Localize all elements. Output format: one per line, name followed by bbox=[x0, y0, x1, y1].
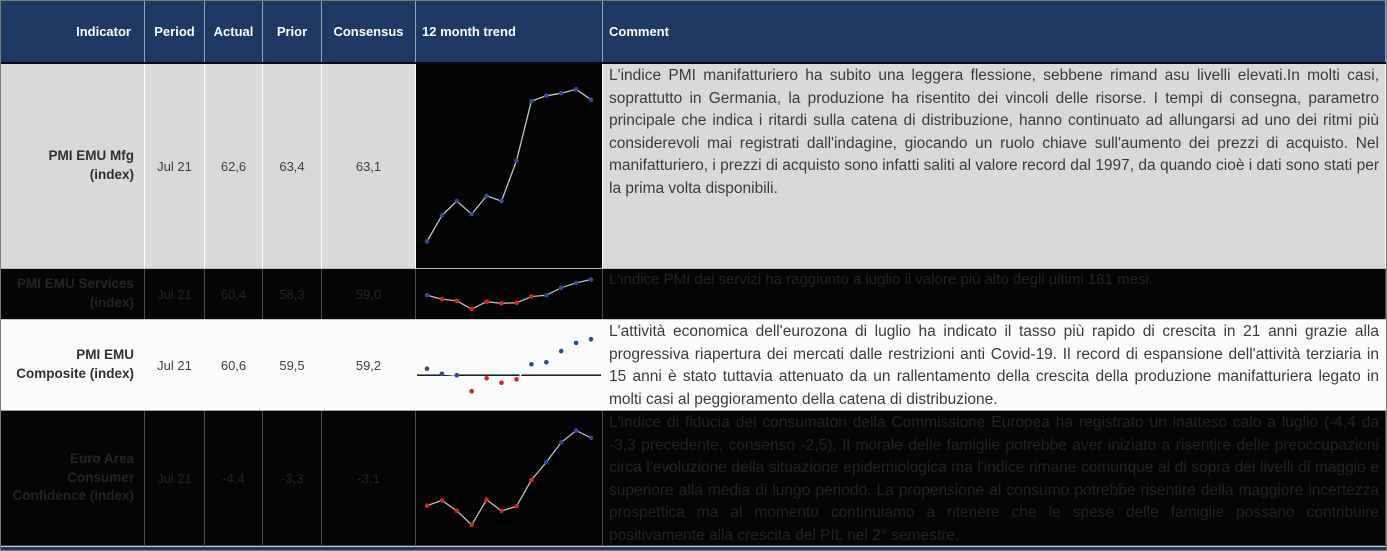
consensus-value: 59,0 bbox=[322, 269, 416, 319]
trend-sparkline-chart bbox=[416, 64, 603, 268]
column-header-indicator: Indicator bbox=[1, 1, 145, 62]
comment-cell: L'attività economica dell'eurozona di lu… bbox=[603, 320, 1386, 410]
column-header-consensus: Consensus bbox=[322, 1, 416, 62]
comment-cell: L'indice PMI dei servizi ha raggiunto a … bbox=[603, 269, 1386, 319]
period-value: Jul 21 bbox=[145, 320, 205, 410]
table-row-pmi-emu-composite: PMI EMU Composite (index) Jul 21 60,6 59… bbox=[1, 320, 1386, 411]
actual-value: -4,4 bbox=[205, 411, 263, 545]
period-value: Jul 21 bbox=[145, 64, 205, 268]
table-header-row: Indicator Period Actual Prior Consensus … bbox=[1, 1, 1386, 64]
comment-text: L'attività economica dell'eurozona di lu… bbox=[609, 323, 1379, 408]
trend-sparkline-chart bbox=[416, 411, 603, 545]
consensus-value: 59,2 bbox=[322, 320, 416, 410]
actual-value: 60,6 bbox=[205, 320, 263, 410]
actual-value: 62,6 bbox=[205, 64, 263, 268]
column-header-actual: Actual bbox=[205, 1, 263, 62]
comment-text: L'indice PMI dei servizi ha raggiunto a … bbox=[609, 271, 1153, 288]
period-value: Jul 21 bbox=[145, 411, 205, 545]
prior-value: 59,5 bbox=[263, 320, 322, 410]
period-value: Jul 21 bbox=[145, 269, 205, 319]
table-row-pmi-emu-services: PMI EMU Services (index) Jul 21 60,4 58,… bbox=[1, 269, 1386, 320]
column-header-prior: Prior bbox=[263, 1, 322, 62]
trend-sparkline-chart bbox=[416, 320, 603, 410]
column-header-comment: Comment bbox=[603, 1, 1386, 62]
indicator-name: PMI EMU Mfg (index) bbox=[1, 64, 145, 268]
bottom-separator-bar bbox=[1, 546, 1386, 550]
comment-text: L'indice di fiducia dei consumatori dell… bbox=[609, 414, 1379, 544]
column-header-period: Period bbox=[145, 1, 205, 62]
actual-value: 60,4 bbox=[205, 269, 263, 319]
indicator-name: PMI EMU Services (index) bbox=[1, 269, 145, 319]
indicator-name: PMI EMU Composite (index) bbox=[1, 320, 145, 410]
trend-sparkline-chart bbox=[416, 269, 603, 319]
indicator-name: Euro Area Consumer Confidence (index) bbox=[1, 411, 145, 545]
consensus-value: 63,1 bbox=[322, 64, 416, 268]
consensus-value: -3,1 bbox=[322, 411, 416, 545]
prior-value: -3,3 bbox=[263, 411, 322, 545]
column-header-trend: 12 month trend bbox=[416, 1, 603, 62]
table-row-ea-consumer-confidence: Euro Area Consumer Confidence (index) Ju… bbox=[1, 411, 1386, 546]
prior-value: 63,4 bbox=[263, 64, 322, 268]
table-row-pmi-emu-mfg: PMI EMU Mfg (index) Jul 21 62,6 63,4 63,… bbox=[1, 64, 1386, 269]
prior-value: 58,3 bbox=[263, 269, 322, 319]
comment-text: L'indice PMI manifatturiero ha subito un… bbox=[609, 67, 1379, 197]
comment-cell: L'indice PMI manifatturiero ha subito un… bbox=[603, 64, 1386, 268]
comment-cell: L'indice di fiducia dei consumatori dell… bbox=[603, 411, 1386, 545]
